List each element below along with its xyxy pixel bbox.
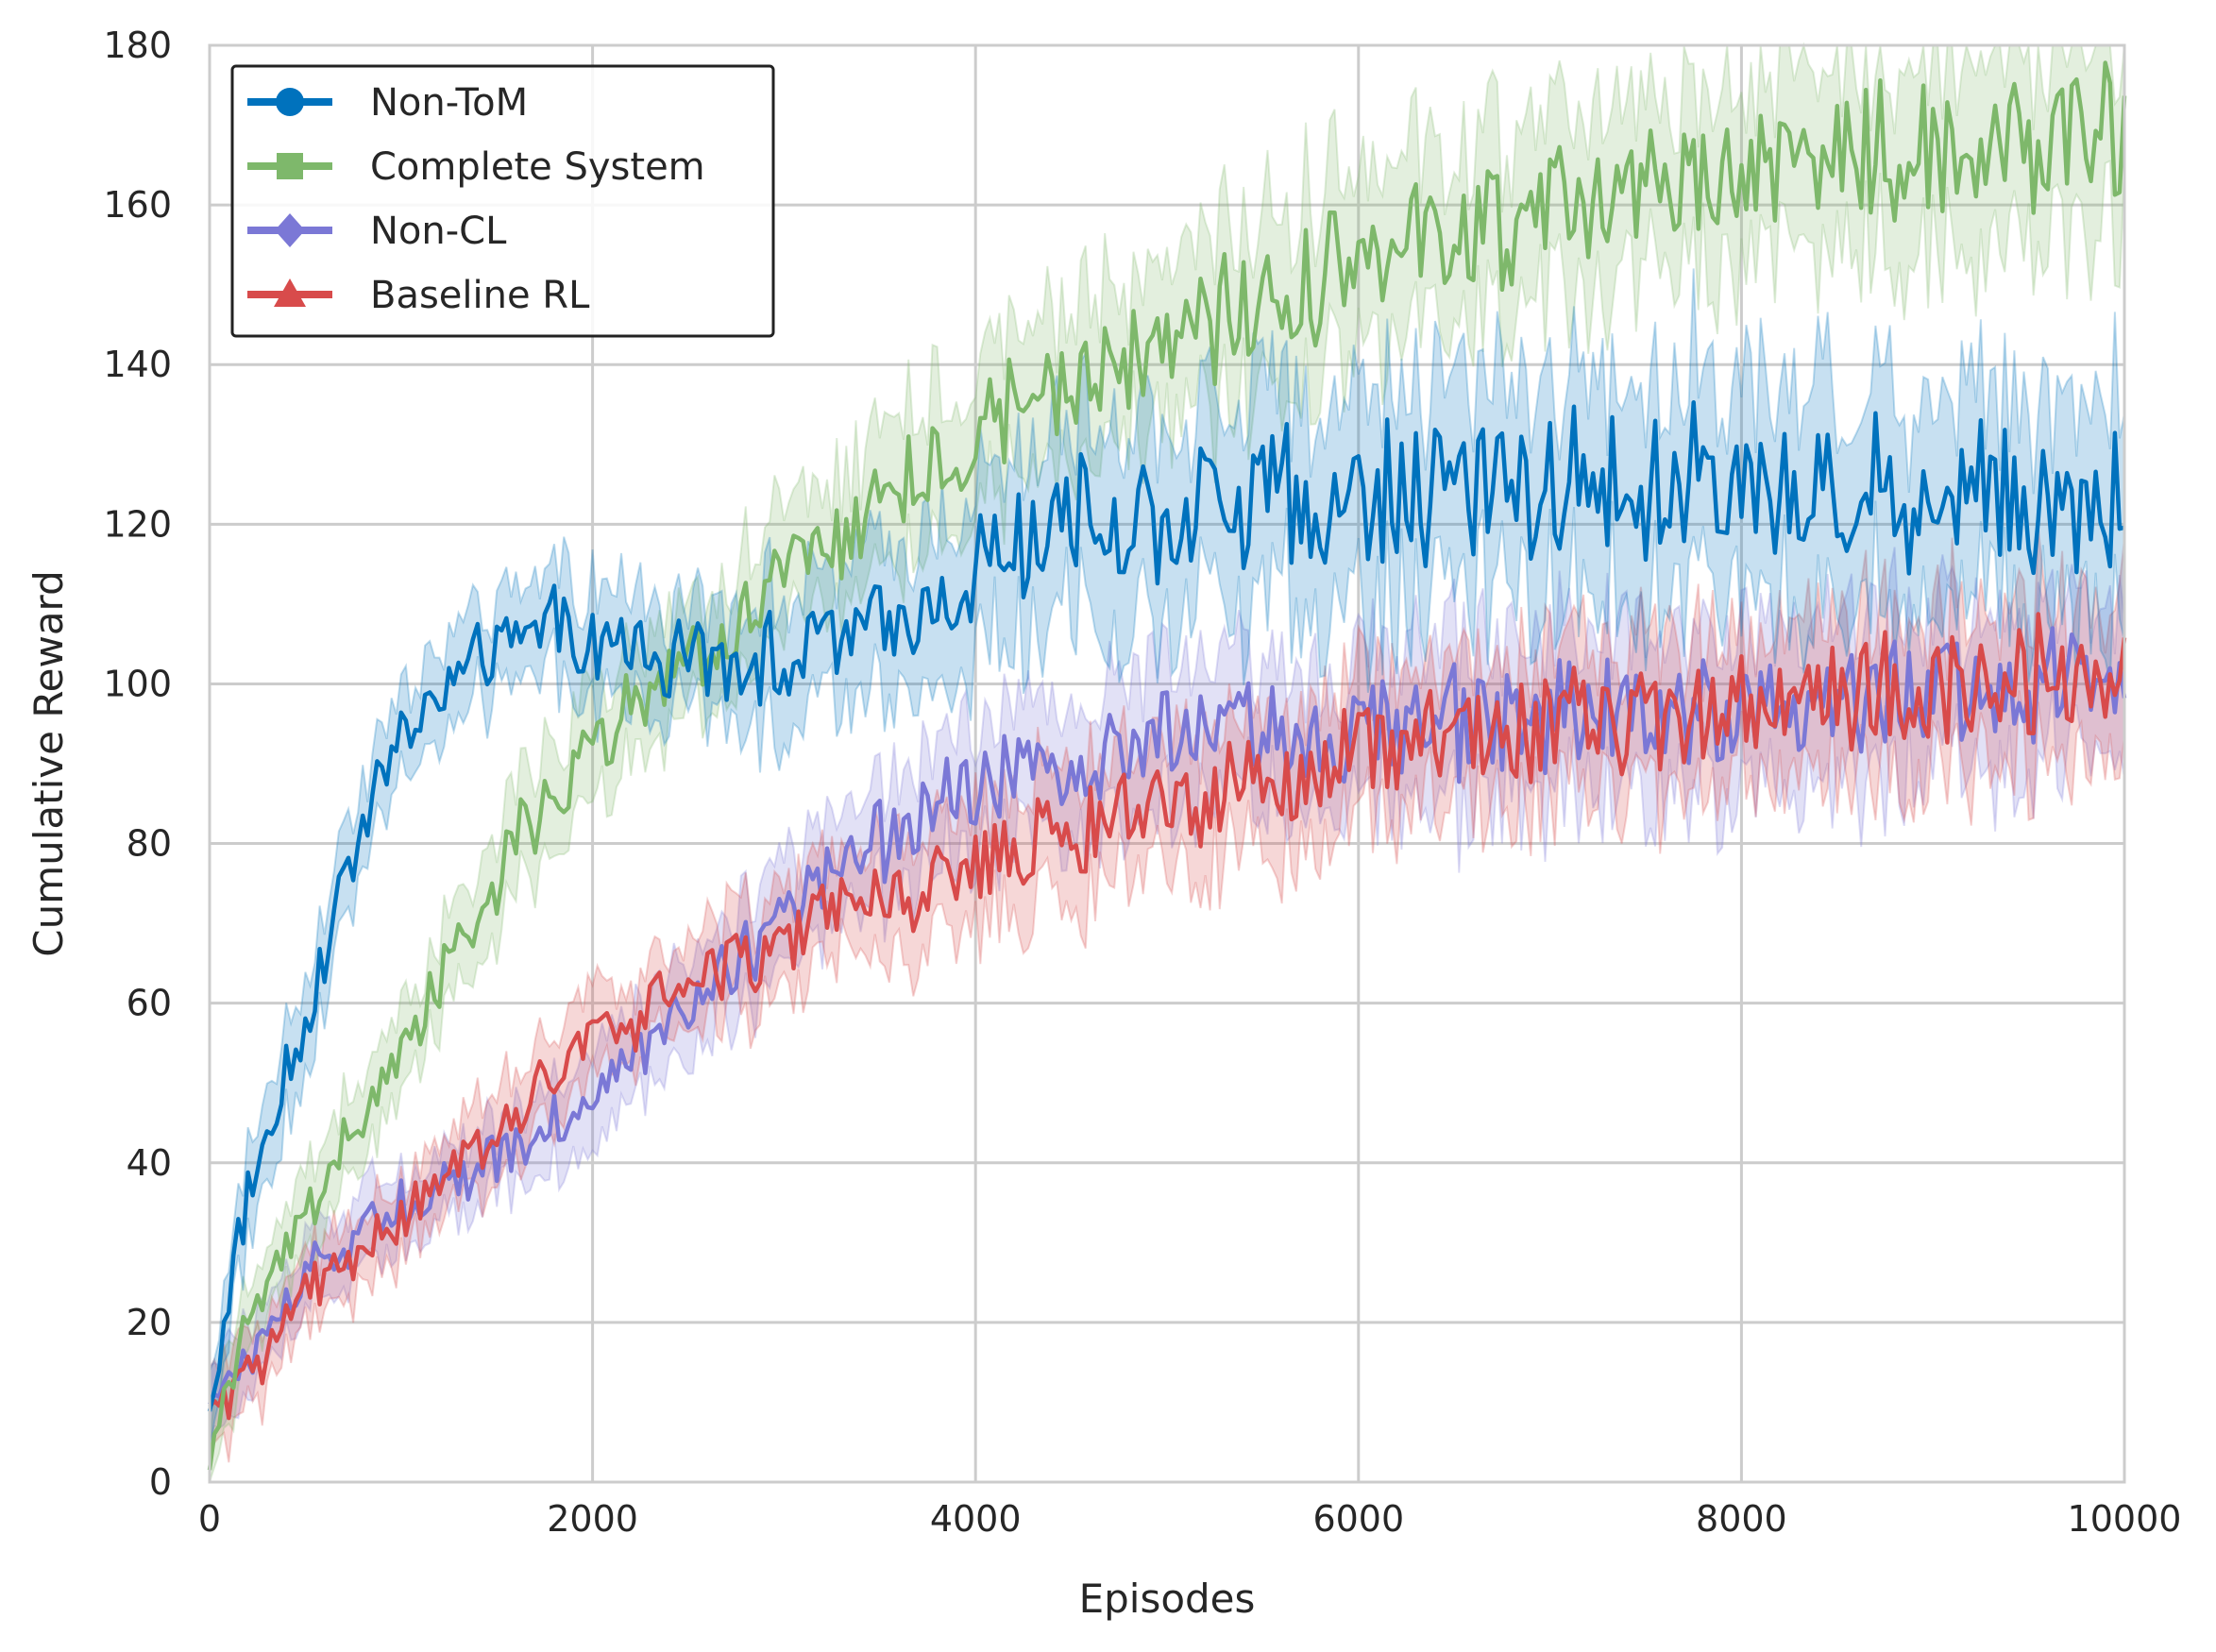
x-axis-label: Episodes [1079, 1576, 1256, 1622]
legend-label: Non-ToM [370, 81, 528, 125]
circle-marker-icon [276, 88, 304, 116]
y-tick-label: 180 [103, 25, 172, 66]
legend-label: Baseline RL [370, 274, 590, 317]
diamond-marker-icon [275, 213, 305, 247]
legend: Non-ToM Complete System Non-CL Baseline RL [230, 64, 775, 338]
legend-entry: Non-CL [247, 210, 507, 253]
y-tick-label: 160 [103, 184, 172, 226]
x-tick-label: 0 [198, 1498, 221, 1540]
legend-label: Complete System [370, 145, 705, 189]
y-axis-label: Cumulative Reward [25, 570, 72, 956]
y-tick-label: 0 [149, 1461, 172, 1503]
y-tick-label: 140 [103, 344, 172, 385]
x-tick-label: 4000 [930, 1498, 1022, 1540]
legend-entry: Non-ToM [247, 81, 528, 125]
square-marker-icon [277, 153, 303, 179]
y-tick-label: 100 [103, 663, 172, 704]
x-tick-label: 10000 [2068, 1498, 2182, 1540]
legend-label: Non-CL [370, 210, 507, 253]
y-tick-label: 80 [127, 823, 172, 865]
legend-entry: Baseline RL [247, 274, 590, 317]
x-tick-label: 2000 [547, 1498, 638, 1540]
triangle-marker-icon [274, 278, 306, 307]
legend-entry: Complete System [247, 145, 705, 189]
y-tick-label: 40 [127, 1142, 172, 1184]
series-line-non-cl [207, 626, 2127, 1406]
y-tick-label: 120 [103, 503, 172, 545]
series-line-non-tom [207, 400, 2125, 1412]
plot-frame [208, 43, 2126, 1484]
series-line-baseline-rl [208, 612, 2127, 1421]
series-line-complete-system [207, 60, 2127, 1471]
x-tick-label: 8000 [1696, 1498, 1787, 1540]
series-lines [207, 60, 2127, 1471]
y-tick-label: 20 [127, 1302, 172, 1343]
legend-box [230, 64, 775, 338]
x-tick-label: 6000 [1312, 1498, 1404, 1540]
y-tick-label: 60 [127, 983, 172, 1024]
tick-labels: 0 2000 4000 6000 8000 10000 0 20 40 60 80 100 120 140… [103, 25, 2181, 1540]
